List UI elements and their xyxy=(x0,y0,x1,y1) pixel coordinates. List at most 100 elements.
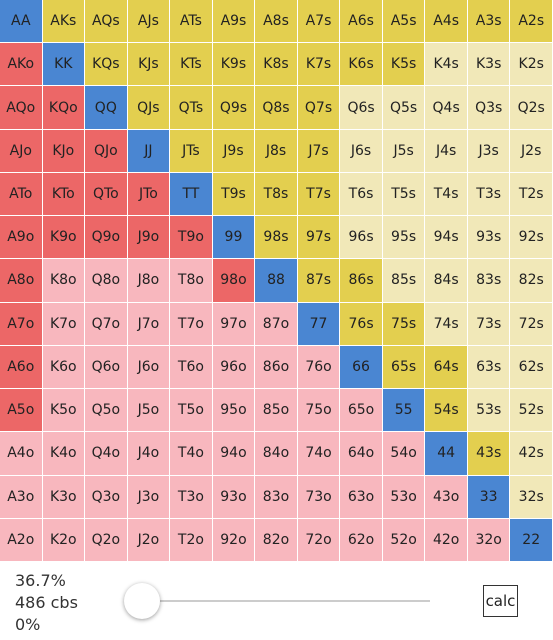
hand-cell[interactable]: J9s xyxy=(212,129,256,173)
hand-cell[interactable]: J3s xyxy=(467,129,511,173)
hand-cell[interactable]: 97o xyxy=(212,302,256,346)
hand-cell[interactable]: Q8s xyxy=(255,86,298,130)
hand-cell[interactable]: J8s xyxy=(255,129,298,173)
hand-cell[interactable]: 42o xyxy=(425,518,468,562)
hand-cell[interactable]: AKo xyxy=(0,43,43,87)
hand-cell[interactable]: T3o xyxy=(170,475,213,519)
hand-cell[interactable]: K8s xyxy=(255,43,298,87)
hand-cell[interactable]: T9s xyxy=(212,172,256,217)
hand-cell[interactable]: K5o xyxy=(42,389,86,433)
hand-cell[interactable]: QQ xyxy=(85,86,128,130)
hand-cell[interactable]: 73s xyxy=(467,302,511,346)
hand-cell[interactable]: K3s xyxy=(467,43,511,87)
hand-cell[interactable]: T7o xyxy=(170,302,213,346)
hand-cell[interactable]: 72o xyxy=(297,518,341,562)
hand-cell[interactable]: Q9s xyxy=(212,86,256,130)
slider-knob[interactable] xyxy=(124,583,160,619)
hand-cell[interactable]: T4s xyxy=(425,172,468,217)
hand-cell[interactable]: A4o xyxy=(0,432,43,476)
hand-cell[interactable]: A3s xyxy=(467,0,511,44)
hand-cell[interactable]: QTo xyxy=(85,172,128,217)
hand-cell[interactable]: J4s xyxy=(425,129,468,173)
hand-cell[interactable]: K6o xyxy=(42,345,86,390)
hand-cell[interactable]: JTs xyxy=(170,129,213,173)
hand-cell[interactable]: T3s xyxy=(467,172,511,217)
hand-cell[interactable]: QJs xyxy=(127,86,171,130)
hand-cell[interactable]: 64o xyxy=(340,432,383,476)
hand-cell[interactable]: K7o xyxy=(42,302,86,346)
hand-cell[interactable]: Q3o xyxy=(85,475,128,519)
hand-cell[interactable]: T5o xyxy=(170,389,213,433)
hand-cell[interactable]: 22 xyxy=(510,518,553,562)
hand-cell[interactable]: 33 xyxy=(467,475,511,519)
hand-cell[interactable]: 96s xyxy=(340,216,383,260)
hand-cell[interactable]: K8o xyxy=(42,259,86,303)
hand-cell[interactable]: KQo xyxy=(42,86,86,130)
hand-cell[interactable]: K2s xyxy=(510,43,553,87)
hand-cell[interactable]: 86o xyxy=(255,345,298,390)
hand-cell[interactable]: 99 xyxy=(212,216,256,260)
hand-cell[interactable]: KTo xyxy=(42,172,86,217)
hand-cell[interactable]: 42s xyxy=(510,432,553,476)
hand-cell[interactable]: 93s xyxy=(467,216,511,260)
hand-cell[interactable]: T7s xyxy=(297,172,341,217)
hand-cell[interactable]: Q6o xyxy=(85,345,128,390)
hand-cell[interactable]: A9o xyxy=(0,216,43,260)
hand-cell[interactable]: 84s xyxy=(425,259,468,303)
hand-cell[interactable]: K4s xyxy=(425,43,468,87)
hand-cell[interactable]: 94s xyxy=(425,216,468,260)
hand-cell[interactable]: K9o xyxy=(42,216,86,260)
hand-cell[interactable]: TT xyxy=(170,172,213,217)
hand-cell[interactable]: 83o xyxy=(255,475,298,519)
hand-cell[interactable]: KTs xyxy=(170,43,213,87)
hand-cell[interactable]: Q4o xyxy=(85,432,128,476)
hand-cell[interactable]: J3o xyxy=(127,475,171,519)
hand-cell[interactable]: 44 xyxy=(425,432,468,476)
hand-cell[interactable]: 72s xyxy=(510,302,553,346)
hand-cell[interactable]: T8s xyxy=(255,172,298,217)
hand-cell[interactable]: J6o xyxy=(127,345,171,390)
hand-cell[interactable]: 92o xyxy=(212,518,256,562)
hand-cell[interactable]: QJo xyxy=(85,129,128,173)
hand-cell[interactable]: J4o xyxy=(127,432,171,476)
hand-cell[interactable]: A2o xyxy=(0,518,43,562)
hand-cell[interactable]: K4o xyxy=(42,432,86,476)
hand-cell[interactable]: A8o xyxy=(0,259,43,303)
hand-cell[interactable]: A7o xyxy=(0,302,43,346)
hand-cell[interactable]: Q9o xyxy=(85,216,128,260)
hand-cell[interactable]: 85o xyxy=(255,389,298,433)
hand-cell[interactable]: T2o xyxy=(170,518,213,562)
hand-cell[interactable]: 93o xyxy=(212,475,256,519)
hand-cell[interactable]: T8o xyxy=(170,259,213,303)
slider-track[interactable] xyxy=(142,600,430,602)
hand-cell[interactable]: A9s xyxy=(212,0,256,44)
hand-cell[interactable]: 73o xyxy=(297,475,341,519)
hand-cell[interactable]: 52s xyxy=(510,389,553,433)
hand-cell[interactable]: 53o xyxy=(382,475,426,519)
hand-cell[interactable]: K9s xyxy=(212,43,256,87)
hand-cell[interactable]: Q6s xyxy=(340,86,383,130)
hand-cell[interactable]: A6o xyxy=(0,345,43,390)
hand-cell[interactable]: 62s xyxy=(510,345,553,390)
hand-cell[interactable]: 76o xyxy=(297,345,341,390)
hand-cell[interactable]: AJs xyxy=(127,0,171,44)
hand-cell[interactable]: 98s xyxy=(255,216,298,260)
hand-cell[interactable]: 96o xyxy=(212,345,256,390)
hand-cell[interactable]: 32s xyxy=(510,475,553,519)
hand-cell[interactable]: Q8o xyxy=(85,259,128,303)
hand-cell[interactable]: K6s xyxy=(340,43,383,87)
hand-cell[interactable]: Q2o xyxy=(85,518,128,562)
hand-cell[interactable]: J9o xyxy=(127,216,171,260)
hand-cell[interactable]: K5s xyxy=(382,43,426,87)
hand-cell[interactable]: J2s xyxy=(510,129,553,173)
hand-cell[interactable]: K7s xyxy=(297,43,341,87)
hand-cell[interactable]: A8s xyxy=(255,0,298,44)
hand-cell[interactable]: T5s xyxy=(382,172,426,217)
hand-cell[interactable]: 92s xyxy=(510,216,553,260)
hand-cell[interactable]: T6s xyxy=(340,172,383,217)
hand-cell[interactable]: JJ xyxy=(127,129,171,173)
hand-cell[interactable]: AQo xyxy=(0,86,43,130)
hand-cell[interactable]: 43o xyxy=(425,475,468,519)
hand-cell[interactable]: 85s xyxy=(382,259,426,303)
hand-cell[interactable]: 87s xyxy=(297,259,341,303)
